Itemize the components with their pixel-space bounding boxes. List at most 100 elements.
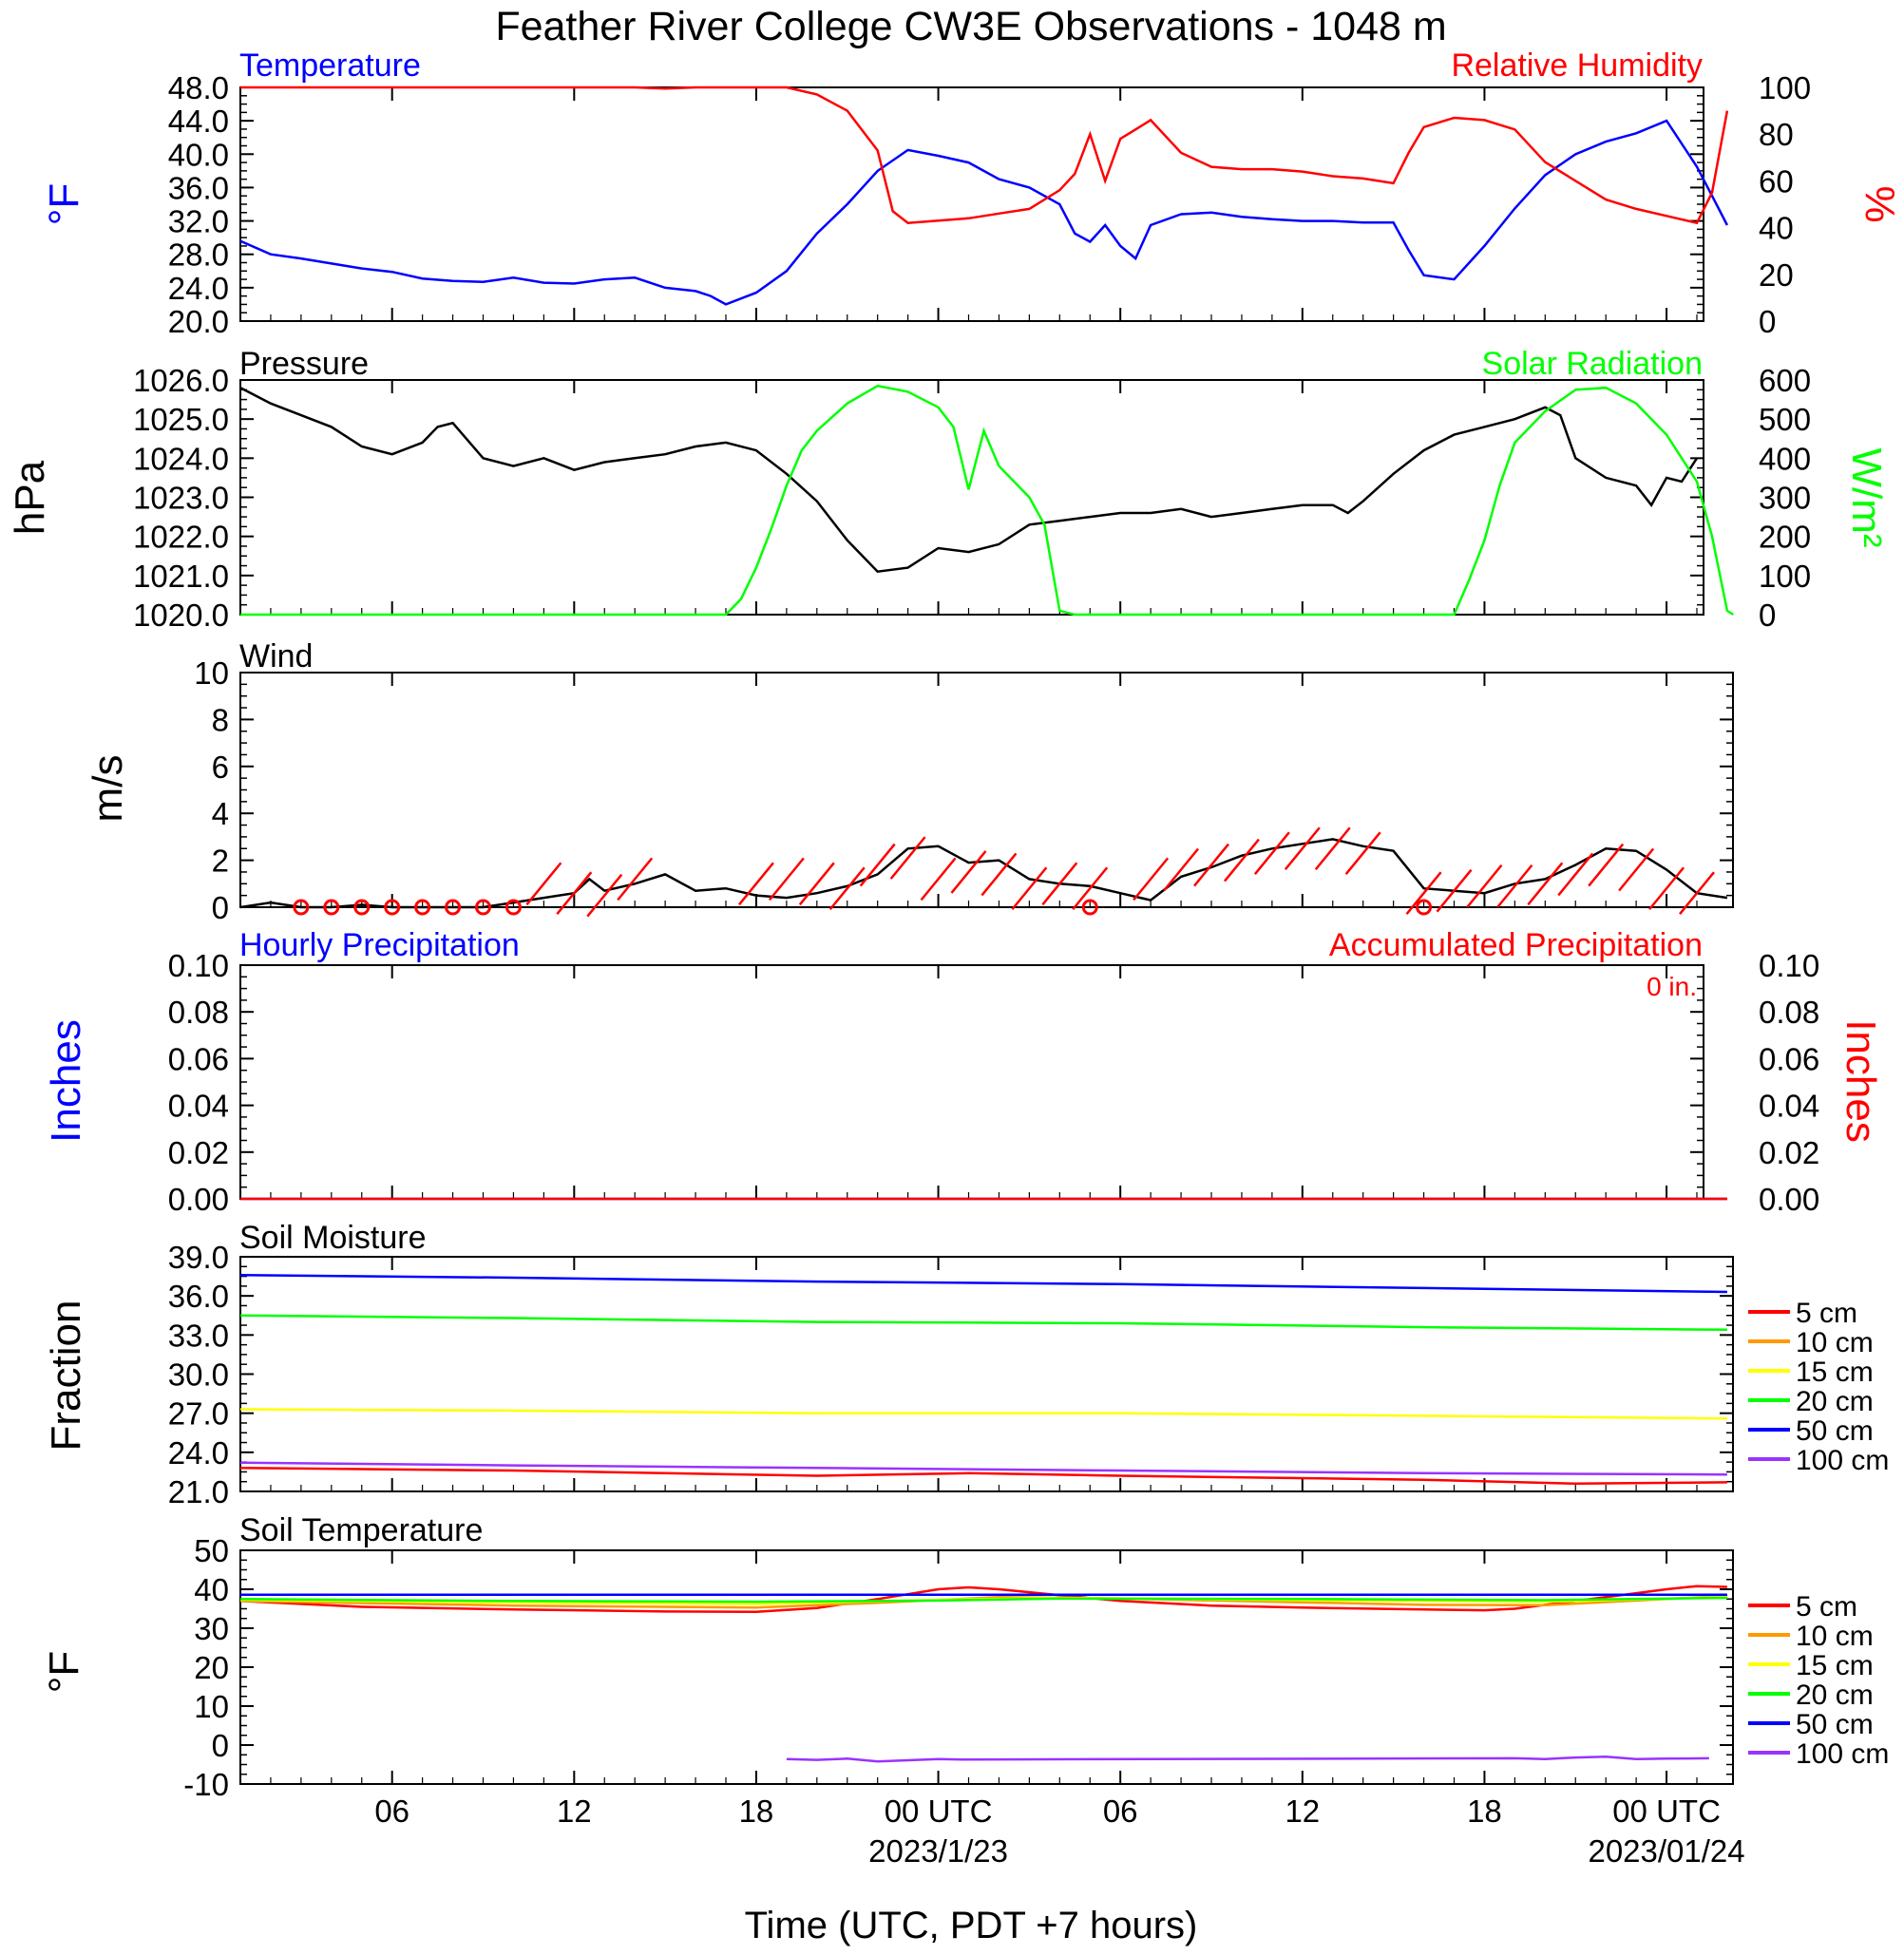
- series-line: [786, 1756, 1709, 1763]
- y-tick-label: 10: [194, 655, 229, 691]
- wind-barb: [1314, 826, 1351, 871]
- legend-label: 20 cm: [1796, 1386, 1874, 1417]
- legend-label: 100 cm: [1796, 1738, 1889, 1770]
- calm-marker: [445, 899, 462, 916]
- y-tick-label: 1023.0: [133, 481, 229, 516]
- panel-pressure: Pressure Solar Radiation hPa W/m² 1020.0…: [7, 346, 1890, 633]
- wind-barb: [768, 857, 805, 902]
- y2-tick-label: 200: [1759, 520, 1811, 555]
- temperature-title: Temperature: [239, 47, 421, 84]
- x-tick-label: 06: [1103, 1794, 1138, 1829]
- y-tick-label: 30.0: [168, 1357, 229, 1393]
- x-tick-label: 12: [1285, 1794, 1320, 1829]
- y-tick-label: 0.04: [168, 1089, 229, 1124]
- wind-barb: [586, 873, 623, 918]
- legend-label: 20 cm: [1796, 1680, 1874, 1711]
- x-axis: Time (UTC, PDT +7 hours) 06 12 18 00 UTC 06 1…: [374, 1794, 1744, 1946]
- y2-tick-label: 400: [1759, 441, 1811, 476]
- wind-barb: [950, 850, 987, 894]
- x-tick-label: 18: [1467, 1794, 1502, 1829]
- y-tick-label: 36.0: [168, 170, 229, 205]
- y-tick-label: 40: [194, 1572, 229, 1607]
- x-date-label: 2023/01/24: [1588, 1833, 1744, 1869]
- legend-label: 10 cm: [1796, 1621, 1874, 1652]
- y-tick-label: 30: [194, 1611, 229, 1646]
- y-tick-label: 0: [212, 890, 229, 925]
- x-tick-label: 06: [374, 1794, 409, 1829]
- series-line: [240, 85, 1729, 225]
- x-tick-label: 12: [557, 1794, 592, 1829]
- x-tick-label: 18: [739, 1794, 774, 1829]
- panel-soil-moisture: Soil Moisture Fraction 21.024.027.030.0 3…: [43, 1220, 1889, 1509]
- y-tick-label: 1021.0: [133, 559, 229, 594]
- y-tick-label: 10: [194, 1689, 229, 1724]
- series-line: [239, 838, 1728, 909]
- accum-precip-title: Accumulated Precipitation: [1329, 927, 1703, 963]
- y-tick-label: 24.0: [168, 271, 229, 306]
- calm-marker: [384, 899, 401, 916]
- wind-barb: [1253, 831, 1290, 875]
- panel-precipitation: Hourly Precipitation Accumulated Precipi…: [43, 927, 1884, 1217]
- y2-tick-label: 0.00: [1759, 1182, 1819, 1217]
- series-line: [240, 384, 1734, 617]
- y2-tick-label: 600: [1759, 363, 1811, 398]
- wind-barb: [1223, 838, 1260, 883]
- solar-unit: W/m²: [1843, 447, 1890, 547]
- wind-unit: m/s: [85, 755, 131, 823]
- wind-barb: [1041, 862, 1078, 906]
- y2-tick-label: 0: [1759, 598, 1776, 633]
- legend-label: 5 cm: [1796, 1591, 1857, 1623]
- legend-label: 15 cm: [1796, 1650, 1874, 1681]
- relative-humidity-title: Relative Humidity: [1451, 47, 1703, 84]
- wind-barb: [617, 857, 654, 902]
- wind-barb: [1163, 847, 1200, 892]
- wind-barb: [1679, 871, 1715, 915]
- y-tick-label: 1022.0: [133, 520, 229, 555]
- panel-temperature: Temperature Relative Humidity °F % 20.02…: [41, 47, 1903, 339]
- series-line: [239, 1596, 1727, 1604]
- legend-label: 50 cm: [1796, 1415, 1874, 1447]
- series-line: [239, 1461, 1727, 1476]
- legend-label: 5 cm: [1796, 1298, 1857, 1329]
- series-line: [239, 387, 1699, 574]
- y2-tick-label: 0.10: [1759, 948, 1819, 983]
- calm-marker: [475, 899, 491, 916]
- wind-barb: [859, 843, 896, 887]
- y2-tick-label: 0.02: [1759, 1135, 1819, 1170]
- precip-left-unit: Inches: [43, 1019, 89, 1143]
- legend-label: 15 cm: [1796, 1357, 1874, 1388]
- y-tick-label: 1024.0: [133, 441, 229, 476]
- wind-barb: [1466, 864, 1503, 908]
- legend-label: 50 cm: [1796, 1709, 1874, 1740]
- y-tick-label: 44.0: [168, 104, 229, 139]
- wind-barb: [1284, 826, 1321, 871]
- wind-barb: [1193, 843, 1229, 887]
- wind-barb: [1588, 843, 1625, 887]
- wind-title: Wind: [239, 638, 313, 674]
- x-tick-label: 00 UTC: [885, 1794, 993, 1829]
- y-tick-label: 20: [194, 1650, 229, 1685]
- wind-barb: [1496, 864, 1533, 908]
- y-tick-label: 8: [212, 702, 229, 737]
- soil-moisture-unit: Fraction: [43, 1300, 89, 1452]
- pressure-unit: hPa: [7, 460, 53, 535]
- calm-marker: [353, 899, 371, 916]
- y-tick-label: 28.0: [168, 237, 229, 273]
- y-tick-label: 50: [194, 1533, 229, 1568]
- y2-tick-label: 0: [1759, 304, 1776, 339]
- y-tick-label: 4: [212, 796, 229, 831]
- series-line: [239, 1273, 1727, 1294]
- wind-barb: [525, 862, 562, 906]
- y-tick-label: 0: [212, 1728, 229, 1763]
- wind-barb: [920, 857, 957, 902]
- y2-tick-label: 100: [1759, 559, 1811, 594]
- y-tick-label: 1025.0: [133, 402, 229, 437]
- wind-barb: [1011, 866, 1048, 911]
- calm-marker: [505, 899, 522, 916]
- y-tick-label: 32.0: [168, 204, 229, 239]
- soil-temperature-unit: °F: [41, 1651, 87, 1693]
- y-tick-label: 0.00: [168, 1182, 229, 1217]
- plot-frame: [239, 1549, 1734, 1785]
- calm-marker: [1416, 899, 1433, 916]
- plot-frame: [239, 1256, 1734, 1492]
